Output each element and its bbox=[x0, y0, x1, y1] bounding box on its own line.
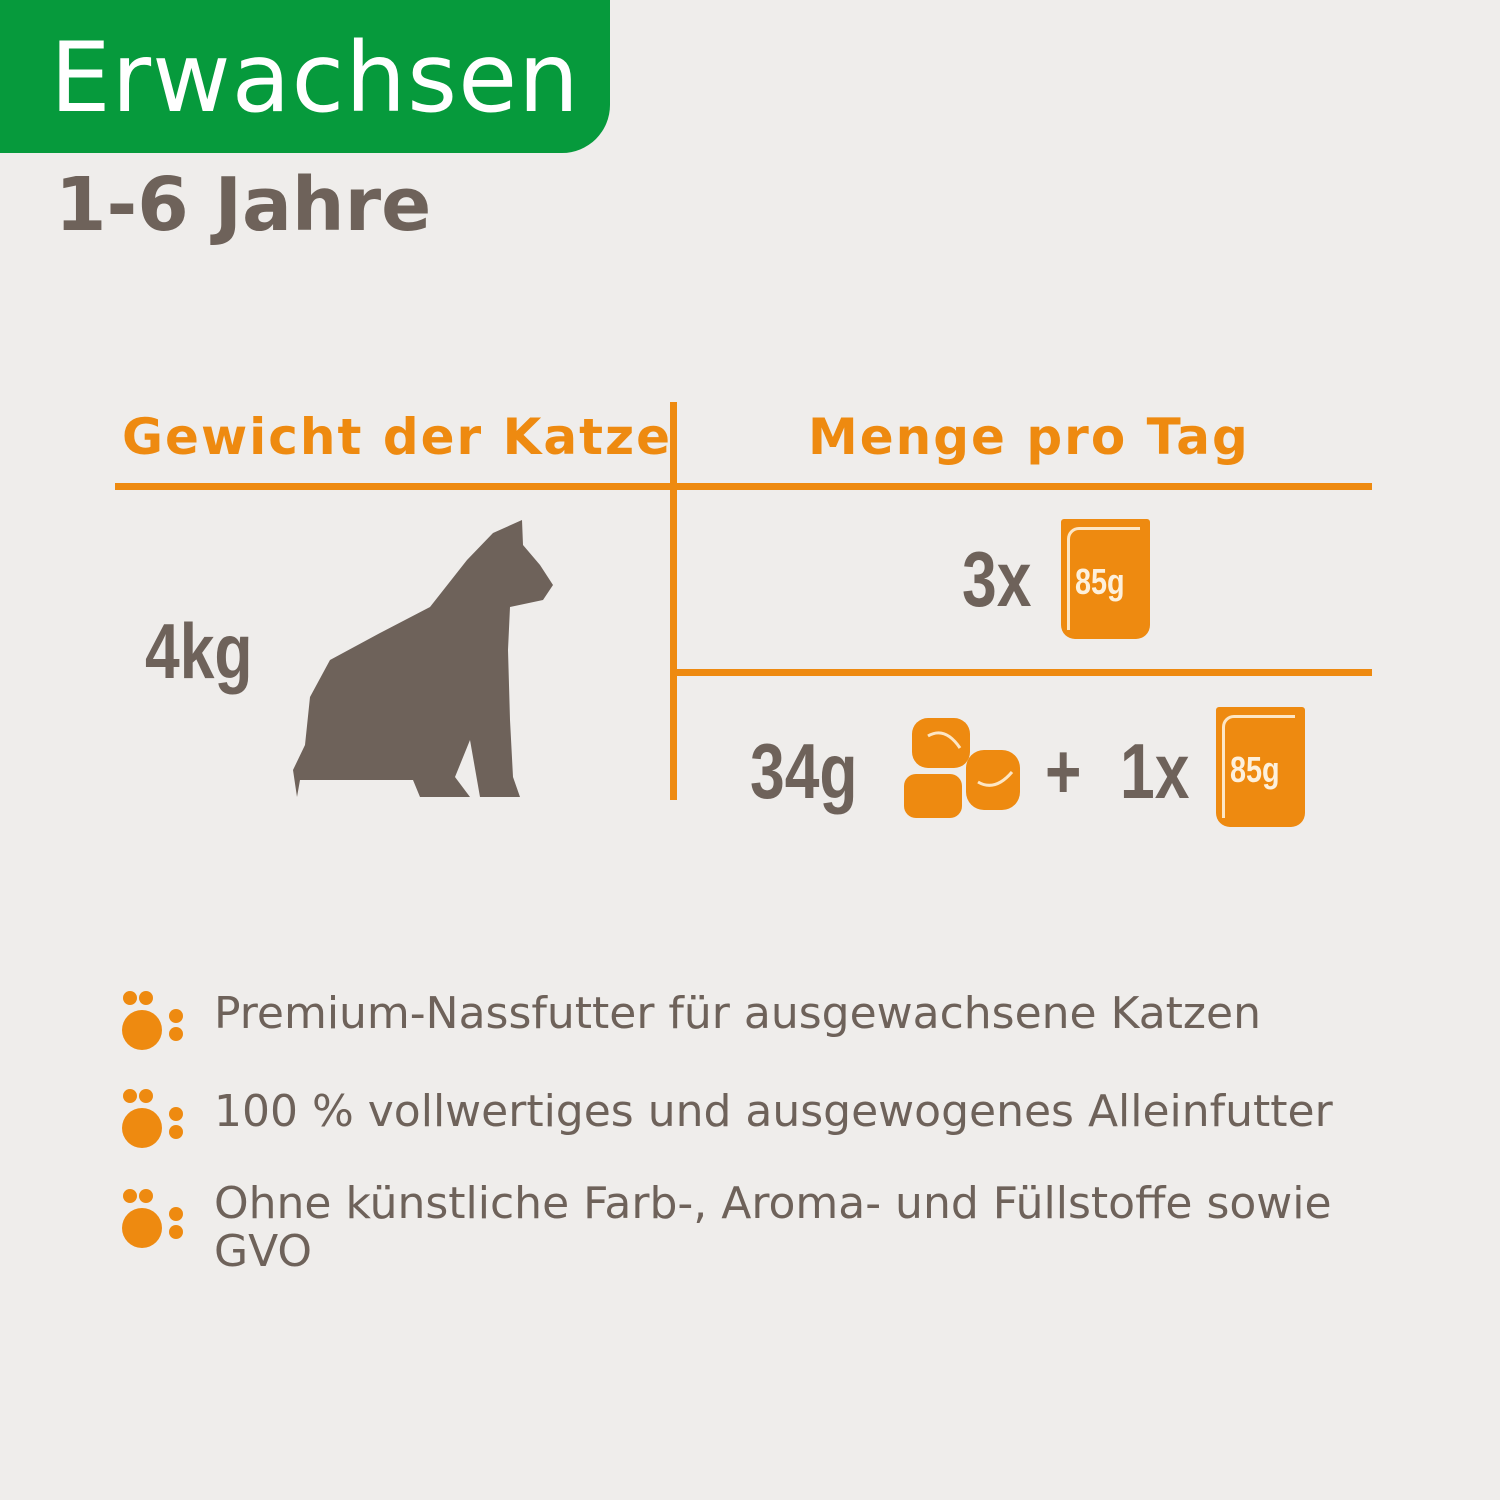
feature-item: Ohne künstliche Farb-, Aroma- und Füllst… bbox=[120, 1180, 1394, 1276]
cat-weight: 4kg bbox=[145, 607, 253, 695]
pouch-icon: 85g bbox=[1216, 707, 1305, 827]
pouch-icon: 85g bbox=[1061, 519, 1150, 639]
badge-title: Erwachsen bbox=[50, 22, 581, 134]
paw-icon bbox=[122, 1189, 183, 1248]
feature-item: Premium-Nassfutter für ausgewachsene Kat… bbox=[120, 990, 1394, 1050]
feature-text: Premium-Nassfutter für ausgewachsene Kat… bbox=[214, 988, 1261, 1039]
column-divider bbox=[670, 402, 677, 800]
pouch-count-option1: 3x bbox=[962, 535, 1032, 623]
paw-icon bbox=[122, 991, 183, 1050]
dry-food-amount: 34g bbox=[750, 727, 858, 815]
dry-kibble-icon bbox=[904, 718, 1020, 818]
feature-text: Ohne künstliche Farb-, Aroma- und Füllst… bbox=[214, 1178, 1332, 1277]
plus-sign: + bbox=[1045, 727, 1082, 815]
weight-column-header: Gewicht der Katze bbox=[122, 408, 672, 466]
age-range: 1-6 Jahre bbox=[55, 162, 432, 248]
amount-column-header: Menge pro Tag bbox=[808, 408, 1250, 466]
feature-item: 100 % vollwertiges und ausgewogenes Alle… bbox=[120, 1088, 1394, 1148]
row-divider bbox=[677, 669, 1372, 676]
feature-text: 100 % vollwertiges und ausgewogenes Alle… bbox=[214, 1086, 1333, 1137]
paw-icon bbox=[122, 1089, 183, 1148]
pouch-count-option2: 1x bbox=[1120, 727, 1190, 815]
pouch-weight-label: 85g bbox=[1230, 749, 1280, 790]
header-divider bbox=[115, 483, 1372, 490]
age-group-badge bbox=[0, 0, 610, 153]
pouch-weight-label: 85g bbox=[1075, 561, 1125, 602]
